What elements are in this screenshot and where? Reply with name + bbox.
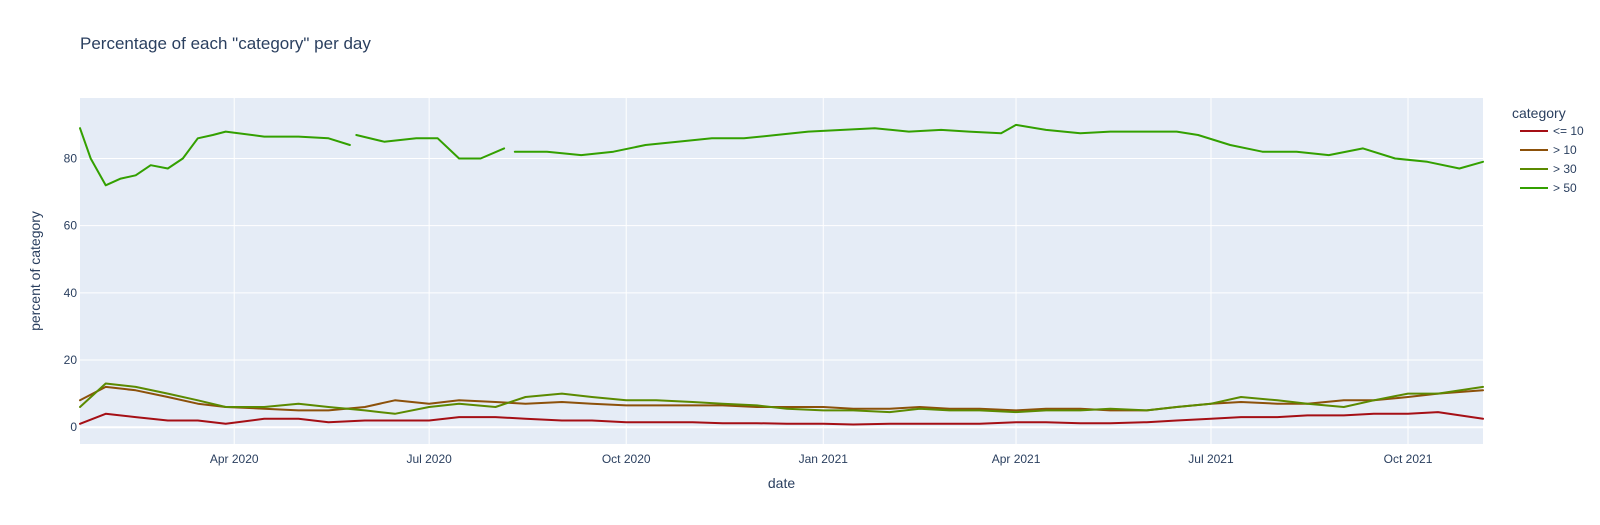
x-tick-label: Apr 2020 <box>210 452 259 466</box>
x-tick-label: Oct 2021 <box>1384 452 1433 466</box>
legend-label: > 30 <box>1553 162 1577 176</box>
y-tick-label: 80 <box>64 151 78 165</box>
x-tick-label: Jan 2021 <box>799 452 849 466</box>
y-tick-label: 40 <box>64 286 78 300</box>
legend-title: category <box>1512 105 1566 121</box>
x-tick-label: Jul 2020 <box>406 452 452 466</box>
x-axis-title: date <box>768 475 795 491</box>
series-line <box>79 123 1484 187</box>
y-tick-label: 0 <box>70 420 77 434</box>
legend-item[interactable]: <= 10 <box>1520 124 1584 138</box>
legend-label: > 50 <box>1553 181 1577 195</box>
legend: category <= 10 > 10 > 30 > 50 <box>1512 105 1584 195</box>
legend-label: <= 10 <box>1553 124 1584 138</box>
y-tick-label: 20 <box>64 353 78 367</box>
series-line <box>79 382 1484 415</box>
legend-item[interactable]: > 10 <box>1520 143 1577 157</box>
y-tick-label: 60 <box>64 219 78 233</box>
series-line <box>79 411 1484 426</box>
legend-label: > 10 <box>1553 143 1577 157</box>
x-tick-label: Oct 2020 <box>602 452 651 466</box>
x-tick-label: Apr 2021 <box>992 452 1041 466</box>
tick-labels: Apr 2020 Jul 2020 Oct 2020 Jan 2021 Apr 2021… <box>64 151 1433 466</box>
y-axis-title: percent of category <box>27 211 43 331</box>
legend-item[interactable]: > 50 <box>1520 181 1577 195</box>
series-lines <box>79 123 1484 426</box>
x-tick-label: Jul 2021 <box>1188 452 1234 466</box>
gridlines <box>80 98 1483 444</box>
chart-title: Percentage of each "category" per day <box>80 34 371 53</box>
plot-area <box>80 98 1483 444</box>
legend-item[interactable]: > 30 <box>1520 162 1577 176</box>
